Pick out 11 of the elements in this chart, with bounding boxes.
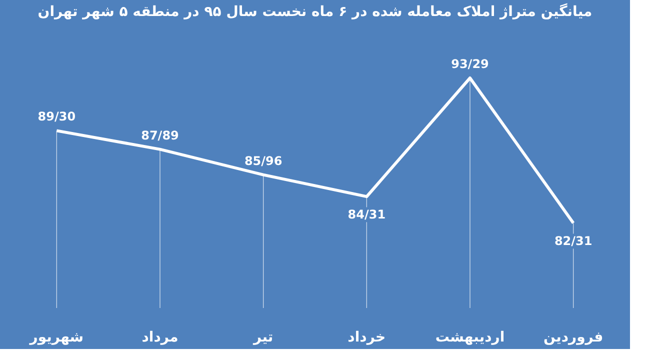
chart-title: میانگین متراژ املاک معامله شده در ۶ ماه نخست سال ۹۵ در منطقه ۵ شهر تهران	[38, 3, 592, 20]
x-tick-label: مرداد	[142, 330, 178, 346]
data-label: 93/29	[451, 57, 489, 71]
data-label: 85/96	[244, 154, 282, 168]
data-label: 89/30	[38, 110, 76, 124]
x-tick-label: فروردین	[543, 330, 604, 346]
x-tick-label: خرداد	[348, 330, 386, 346]
x-tick-label: شهریور	[28, 330, 84, 346]
x-tick-label: اردیبهشت	[435, 330, 505, 346]
data-label: 87/89	[141, 128, 179, 142]
x-tick-label: تیر	[252, 330, 274, 346]
